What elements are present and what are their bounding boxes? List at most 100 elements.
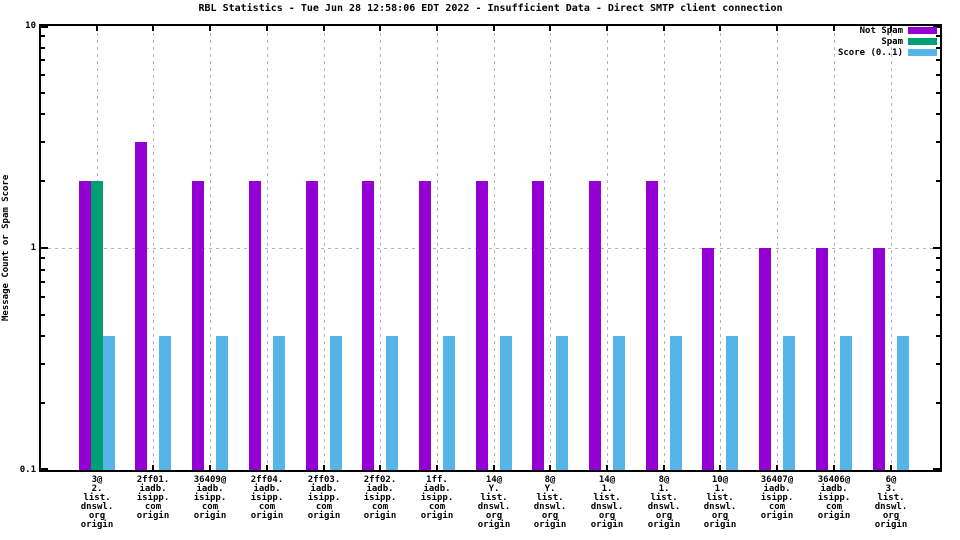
y-tick-mark (41, 180, 45, 182)
x-tick-mark (606, 465, 608, 470)
x-category-line: iadb. (366, 484, 394, 494)
x-category-line: 14@ (598, 475, 616, 485)
y-tick-mark (933, 468, 940, 470)
y-tick-mark (41, 74, 45, 76)
y-tick-mark (41, 26, 48, 28)
x-category-line: origin (817, 511, 851, 521)
x-category-label: 36407@ iadb. isipp. com origin (747, 476, 807, 521)
x-tick-mark (436, 465, 438, 470)
x-category-line: com (428, 502, 446, 512)
x-category-line: list. (536, 493, 564, 503)
x-category-label: 14@ Y. list. dnswl. org origin (464, 476, 524, 530)
x-category-line: list. (706, 493, 734, 503)
x-category-line: isipp. (193, 493, 227, 503)
x-category-line: 1. (714, 484, 726, 494)
x-tick-mark (379, 465, 381, 470)
bar-score-0-1- (330, 336, 342, 470)
legend-label: Score (0..1) (837, 47, 903, 58)
x-category-label: 14@ 1. list. dnswl. org origin (577, 476, 637, 530)
y-tick-mark (41, 141, 45, 143)
x-category-line: dnswl. (477, 502, 511, 512)
y-tick-mark (41, 47, 45, 49)
x-category-line: isipp. (307, 493, 341, 503)
y-tick-mark (41, 363, 45, 365)
x-category-label: 36409@ iadb. isipp. com origin (180, 476, 240, 521)
y-tick-mark (936, 257, 940, 259)
x-category-line: com (315, 502, 333, 512)
x-category-line: isipp. (250, 493, 284, 503)
x-category-label: 36406@ iadb. isipp. com origin (804, 476, 864, 521)
y-tick-mark (41, 281, 45, 283)
legend-swatch (908, 38, 937, 45)
x-category-line: origin (703, 520, 737, 530)
bar-score-0-1- (556, 336, 568, 470)
x-category-line: 14@ (485, 475, 503, 485)
x-category-line: iadb. (423, 484, 451, 494)
bar-score-0-1- (216, 336, 228, 470)
legend-swatch (908, 49, 937, 56)
x-tick-mark (776, 26, 778, 31)
x-category-line: origin (533, 520, 567, 530)
x-category-line: 36407@ (760, 475, 794, 485)
bar-not-spam (476, 181, 488, 470)
x-category-line: com (825, 502, 843, 512)
x-tick-mark (606, 26, 608, 31)
y-tick-mark (936, 281, 940, 283)
y-tick-mark (41, 113, 45, 115)
x-category-line: dnswl. (703, 502, 737, 512)
bar-not-spam (419, 181, 431, 470)
x-category-line: isipp. (136, 493, 170, 503)
horizontal-gridline-1 (41, 248, 940, 249)
x-tick-mark (549, 26, 551, 31)
x-category-line: org (541, 511, 559, 521)
chart-title: RBL Statistics - Tue Jun 28 12:58:06 EDT… (198, 3, 783, 14)
x-category-line: origin (590, 520, 624, 530)
y-tick-mark (936, 47, 940, 49)
y-tick-mark (936, 113, 940, 115)
x-tick-mark (266, 26, 268, 31)
x-category-line: origin (647, 520, 681, 530)
x-category-line: org (655, 511, 673, 521)
x-tick-mark (663, 465, 665, 470)
y-tick-mark (936, 92, 940, 94)
y-tick-mark (41, 59, 45, 61)
x-tick-mark (493, 465, 495, 470)
bar-not-spam (816, 248, 828, 470)
y-tick-mark (41, 468, 48, 470)
bar-score-0-1- (783, 336, 795, 470)
x-category-line: isipp. (363, 493, 397, 503)
legend-row: Spam (838, 36, 937, 47)
x-category-line: 2ff02. (363, 475, 397, 485)
x-category-line: 1. (601, 484, 613, 494)
x-tick-mark (663, 26, 665, 31)
y-tick-mark (41, 35, 45, 37)
plot-area (39, 24, 942, 472)
x-category-label: 2ff04. iadb. isipp. com origin (237, 476, 297, 521)
x-tick-mark (549, 465, 551, 470)
x-category-line: list. (83, 493, 111, 503)
x-category-line: iadb. (763, 484, 791, 494)
bar-not-spam (79, 181, 91, 470)
y-tick-mark (936, 269, 940, 271)
x-tick-mark (323, 465, 325, 470)
x-category-label: 6@ 3. list. dnswl. org origin (861, 476, 921, 530)
x-category-line: 2ff01. (136, 475, 170, 485)
x-category-label: 1ff. iadb. isipp. com origin (407, 476, 467, 521)
x-category-line: com (371, 502, 389, 512)
x-category-line: isipp. (760, 493, 794, 503)
y-tick-mark (936, 314, 940, 316)
bar-score-0-1- (159, 336, 171, 470)
x-category-line: dnswl. (590, 502, 624, 512)
x-category-line: origin (307, 511, 341, 521)
x-category-line: 2ff04. (250, 475, 284, 485)
y-tick-mark (936, 180, 940, 182)
x-category-line: origin (136, 511, 170, 521)
y-tick-mark (41, 335, 45, 337)
bar-not-spam (589, 181, 601, 470)
bar-score-0-1- (103, 336, 115, 470)
bar-score-0-1- (897, 336, 909, 470)
bar-not-spam (646, 181, 658, 470)
x-category-line: 1ff. (426, 475, 448, 485)
x-category-label: 10@ 1. list. dnswl. org origin (690, 476, 750, 530)
